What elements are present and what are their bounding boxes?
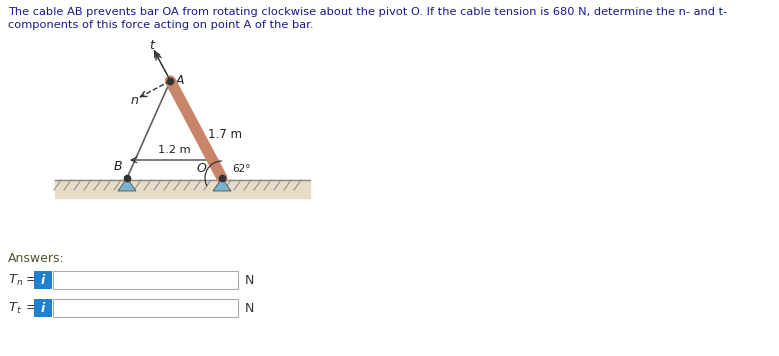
Text: B: B — [114, 160, 122, 173]
Text: Answers:: Answers: — [8, 252, 65, 265]
Text: O: O — [196, 162, 206, 175]
Text: 62°: 62° — [232, 164, 251, 174]
FancyBboxPatch shape — [53, 271, 238, 289]
Text: N: N — [245, 273, 255, 287]
Text: 1.7 m: 1.7 m — [208, 128, 242, 141]
Text: A: A — [175, 74, 184, 87]
Text: =: = — [26, 302, 37, 314]
Text: N: N — [245, 302, 255, 314]
FancyBboxPatch shape — [53, 299, 238, 317]
Text: i: i — [41, 302, 45, 314]
Text: i: i — [41, 273, 45, 287]
Text: The cable AB prevents bar OA from rotating clockwise about the pivot O. If the c: The cable AB prevents bar OA from rotati… — [8, 7, 728, 17]
Text: $T_t$: $T_t$ — [8, 300, 22, 315]
Polygon shape — [118, 178, 136, 191]
Text: n: n — [130, 94, 138, 107]
Text: components of this force acting on point A of the bar.: components of this force acting on point… — [8, 20, 313, 30]
Polygon shape — [213, 178, 231, 191]
FancyBboxPatch shape — [34, 299, 52, 317]
Text: 1.2 m: 1.2 m — [158, 145, 191, 155]
FancyBboxPatch shape — [34, 271, 52, 289]
Text: $T_n$: $T_n$ — [8, 272, 23, 288]
Text: =: = — [26, 273, 37, 287]
Text: t: t — [149, 39, 154, 52]
